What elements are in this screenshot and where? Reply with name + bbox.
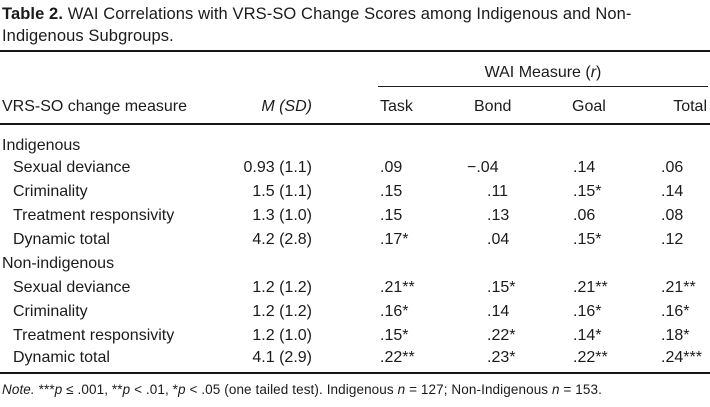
- table-title: Table 2. WAI Correlations with VRS-SO Ch…: [0, 0, 710, 47]
- note-label: Note.: [2, 382, 35, 397]
- row-bond-r: .15*: [487, 279, 516, 296]
- wai-measure-spanner: WAI Measure (r): [313, 50, 710, 87]
- row-bond-r: .11: [487, 183, 509, 200]
- row-total-r: .14: [661, 183, 684, 200]
- table-row: Sexual deviance 1.2 (1.2) .21** .15* .21…: [0, 276, 710, 300]
- table-row: Dynamic total 4.2 (2.8) .17* .04 .15* .1…: [0, 228, 710, 252]
- row-goal-r: .21**: [573, 279, 608, 296]
- row-bond-r: .22*: [487, 327, 516, 344]
- row-task-r: .21**: [380, 279, 415, 296]
- col-header-measure: VRS-SO change measure: [0, 87, 228, 125]
- wai-measure-spanner-label: WAI Measure (r): [378, 64, 708, 87]
- row-total-r: .21**: [661, 279, 696, 296]
- row-goal-r: .16*: [573, 303, 602, 320]
- row-task-r: .17*: [380, 231, 409, 248]
- row-msd: 1.2 (1.0): [252, 327, 312, 344]
- row-goal-r: .15*: [573, 231, 602, 248]
- spanner-close-paren: ): [596, 64, 602, 81]
- row-measure: Treatment responsivity: [13, 207, 175, 224]
- row-msd: 1.5 (1.1): [252, 183, 312, 200]
- row-bond-r: .14: [487, 303, 510, 320]
- row-total-r: .06: [661, 159, 684, 176]
- row-bond-r: .04: [487, 231, 510, 248]
- row-measure: Criminality: [13, 183, 88, 200]
- table-row: Criminality 1.5 (1.1) .15 .11 .15* .14: [0, 180, 710, 204]
- row-total-r: .08: [661, 207, 684, 224]
- row-bond-r: −.04: [467, 159, 499, 176]
- table-row: Criminality 1.2 (1.2) .16* .14 .16* .16*: [0, 300, 710, 324]
- row-measure: Treatment responsivity: [13, 327, 175, 344]
- row-total-r: .12: [661, 231, 684, 248]
- row-msd: 1.2 (1.2): [252, 303, 312, 320]
- row-msd: 4.2 (2.8): [252, 231, 312, 248]
- group-row-non-indigenous: Non-indigenous: [0, 252, 710, 276]
- col-header-msd: M (SD): [228, 87, 313, 125]
- group-label: Indigenous: [2, 137, 81, 154]
- row-total-r: .18*: [661, 327, 690, 344]
- row-msd: 1.2 (1.2): [252, 279, 312, 296]
- spanner-spacer: [0, 50, 313, 87]
- row-measure: Criminality: [13, 303, 88, 320]
- column-header-row: VRS-SO change measure M (SD) Task Bond G…: [0, 87, 710, 125]
- group-row-indigenous: Indigenous: [0, 124, 710, 156]
- row-measure: Dynamic total: [0, 348, 228, 374]
- row-msd: 0.93 (1.1): [243, 159, 312, 176]
- col-header-task: Task: [313, 87, 463, 125]
- row-goal-r: .15*: [573, 183, 602, 200]
- row-bond-r: .23*: [463, 348, 553, 374]
- table-title-line2: Indigenous Subgroups.: [2, 27, 174, 45]
- table-row: Treatment responsivity 1.3 (1.0) .15 .13…: [0, 204, 710, 228]
- table-row: Dynamic total 4.1 (2.9) .22** .23* .22**…: [0, 348, 710, 374]
- correlations-table: WAI Measure (r) VRS-SO change measure M …: [0, 50, 710, 374]
- col-header-total: Total: [651, 87, 710, 125]
- group-label: Non-indigenous: [2, 255, 115, 272]
- table-row: Treatment responsivity 1.2 (1.0) .15* .2…: [0, 324, 710, 348]
- table-number-label: Table 2.: [2, 5, 64, 23]
- row-measure: Sexual deviance: [13, 159, 131, 176]
- spanner-text: WAI Measure (: [484, 64, 591, 81]
- col-header-bond: Bond: [463, 87, 553, 125]
- row-msd: 4.1 (2.9): [228, 348, 313, 374]
- table-title-line1: WAI Correlations with VRS-SO Change Scor…: [67, 5, 632, 23]
- row-task-r: .15: [380, 207, 403, 224]
- spanner-r-italic: r: [590, 64, 597, 81]
- row-bond-r: .13: [487, 207, 510, 224]
- row-task-r: .09: [380, 159, 403, 176]
- table-footnote: Note. ***p ≤ .001, **p < .01, *p < .05 (…: [2, 382, 602, 397]
- row-goal-r: .14*: [573, 327, 602, 344]
- table-row: Sexual deviance 0.93 (1.1) .09 −.04 .14 …: [0, 156, 710, 180]
- row-task-r: .15: [380, 183, 403, 200]
- row-measure: Sexual deviance: [13, 279, 131, 296]
- row-goal-r: .06: [573, 207, 596, 224]
- row-goal-r: .22**: [553, 348, 651, 374]
- row-task-r: .16*: [380, 303, 409, 320]
- row-measure: Dynamic total: [13, 231, 110, 248]
- col-header-goal: Goal: [553, 87, 651, 125]
- spanner-row: WAI Measure (r): [0, 50, 710, 87]
- row-total-r: .16*: [661, 303, 690, 320]
- row-total-r: .24***: [651, 348, 710, 374]
- row-task-r: .15*: [380, 327, 409, 344]
- row-goal-r: .14: [573, 159, 596, 176]
- row-msd: 1.3 (1.0): [252, 207, 312, 224]
- row-task-r: .22**: [313, 348, 463, 374]
